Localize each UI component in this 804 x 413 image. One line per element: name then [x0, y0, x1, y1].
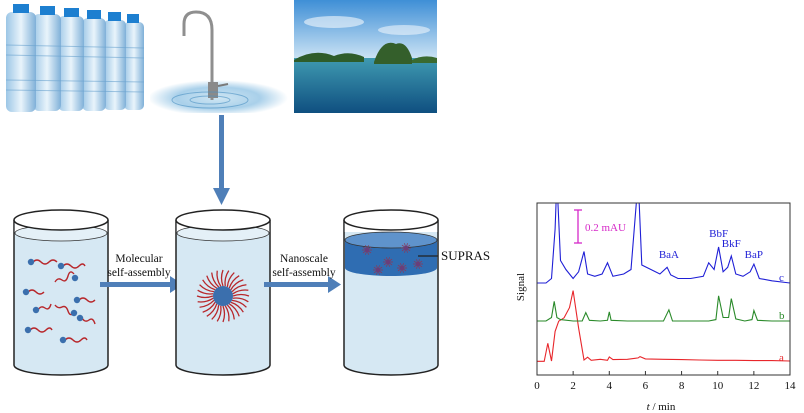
plot-frame	[536, 202, 791, 376]
x-axis-unit: / min	[650, 401, 676, 413]
peak-label-bkf: BkF	[722, 238, 741, 250]
x-axis-label: t / min	[647, 401, 676, 413]
supras-droplets	[362, 243, 423, 275]
supras-droplet	[397, 263, 407, 273]
y-axis-label: Signal	[515, 273, 527, 301]
surfactant-tail	[199, 299, 215, 308]
surfactant-tail	[231, 299, 247, 308]
micelle-core	[213, 286, 233, 306]
supras-droplet	[413, 259, 423, 269]
peak-label-baa: BaA	[659, 249, 679, 261]
surfactant-tail	[220, 269, 224, 287]
vessel-aggregate	[175, 209, 271, 376]
surfactant-tail	[224, 270, 230, 287]
surfactant-tail	[224, 305, 230, 322]
trace-b	[537, 295, 790, 322]
x-tick-label: 12	[748, 380, 759, 392]
surfactant-tail	[231, 284, 247, 293]
surfactant-tail	[199, 284, 215, 293]
bottle-row	[6, 4, 145, 112]
molecular-label: Molecular	[115, 253, 162, 265]
supras-droplet	[401, 243, 411, 253]
supras-droplet	[383, 257, 393, 267]
chart-traces	[537, 203, 790, 362]
surfactant-tail	[202, 301, 216, 313]
surfactant-tail	[216, 270, 222, 287]
peak-label-bbf: BbF	[709, 228, 728, 240]
down-arrow	[213, 115, 230, 205]
x-tick-label: 0	[534, 380, 540, 392]
series-label-a: a	[779, 352, 784, 364]
surfactant-tail	[230, 301, 244, 313]
scale-bar: 0.2 mAU	[574, 209, 626, 244]
surfactant-tail	[226, 272, 235, 288]
supras-droplet	[362, 245, 372, 255]
amphiphile-molecules	[27, 259, 96, 343]
x-ticks: 0 2 4 6 8 10 12 14	[534, 371, 796, 392]
surfactant-tail	[206, 275, 218, 289]
trace-a	[537, 290, 790, 362]
surfactant-tail	[197, 297, 214, 303]
surfactant-tail	[211, 304, 220, 320]
bottled-water-photo	[6, 0, 146, 113]
vessel-supras	[343, 209, 439, 376]
chart-axes	[536, 202, 791, 376]
self-assembly-label-1: self-assembly	[107, 267, 170, 279]
x-axis-var: t	[647, 401, 651, 413]
series-labels: a b c	[779, 272, 785, 364]
supras-label: SUPRAS	[441, 248, 490, 263]
micelle-icon	[196, 269, 250, 323]
surfactant-tail	[226, 304, 235, 320]
sea-water-photo	[294, 0, 437, 113]
surfactant-tail	[196, 295, 214, 299]
x-tick-label: 10	[712, 380, 724, 392]
x-tick-label: 14	[785, 380, 797, 392]
series-label-b: b	[779, 310, 785, 322]
nanoscale-self-assembly-arrow	[264, 276, 341, 293]
self-assembly-label-2: self-assembly	[272, 267, 335, 279]
plot-background	[537, 203, 790, 375]
x-tick-label: 6	[643, 380, 649, 392]
surfactant-tail	[211, 272, 220, 288]
trace-c	[537, 203, 790, 284]
molecular-self-assembly-arrow	[100, 276, 183, 293]
series-label-c: c	[779, 272, 784, 284]
surfactant-tail	[222, 305, 226, 323]
surfactant-tail	[202, 279, 216, 291]
tap-water-photo	[150, 0, 290, 113]
plot-area	[537, 203, 790, 375]
surfactant-tail	[232, 297, 249, 303]
peak-label-bap: BaP	[745, 249, 763, 261]
x-tick-label: 4	[607, 380, 613, 392]
surfactant-tail	[228, 275, 240, 289]
scale-bar-label: 0.2 mAU	[585, 222, 626, 234]
surfactant-tail	[230, 279, 244, 291]
faucet-icon	[182, 10, 214, 100]
surfactant-tail	[206, 303, 218, 317]
surfactant-tail	[197, 289, 214, 295]
supras-droplet	[373, 265, 383, 275]
surfactant-tail	[228, 303, 240, 317]
surfactant-tail	[216, 305, 222, 322]
surfactant-tail	[232, 293, 250, 297]
surfactant-tail	[232, 289, 249, 295]
x-tick-label: 8	[679, 380, 685, 392]
nanoscale-label: Nanoscale	[280, 253, 328, 265]
x-tick-label: 2	[570, 380, 576, 392]
vessel-molecules	[13, 209, 109, 376]
